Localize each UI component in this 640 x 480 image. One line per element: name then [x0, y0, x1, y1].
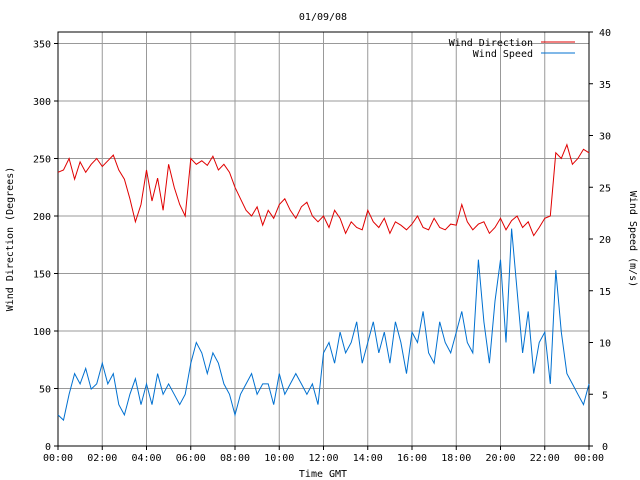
x-axis: 00:00 02:00 04:00 06:00 08:00 10:00 12:00 14:00… — [43, 446, 604, 464]
y-right-tick-label: 10 — [599, 339, 611, 350]
y-left-tick-label: 300 — [33, 97, 51, 108]
y-right-tick-label: 35 — [599, 80, 611, 91]
y-left-tick-label: 350 — [33, 40, 51, 51]
y-right-tick-label: 30 — [599, 132, 611, 143]
legend-label-wind-speed: Wind Speed — [473, 49, 533, 60]
y-axis-left: 0 50 100 150 200 250 300 350 — [33, 40, 58, 453]
x-tick-label: 14:00 — [353, 453, 383, 464]
y-right-tick-label: 0 — [602, 442, 608, 453]
x-tick-label: 10:00 — [264, 453, 294, 464]
y-axis-right-label: Wind Speed (m/s) — [627, 191, 638, 287]
legend-label-wind-direction: Wind Direction — [449, 38, 533, 49]
chart-title: 01/09/08 — [299, 12, 347, 23]
y-left-tick-label: 0 — [45, 442, 51, 453]
x-tick-label: 00:00 — [574, 453, 604, 464]
y-left-tick-label: 250 — [33, 155, 51, 166]
x-tick-label: 00:00 — [43, 453, 73, 464]
y-right-tick-label: 15 — [599, 287, 611, 298]
x-axis-label: Time GMT — [299, 469, 347, 480]
legend: Wind Direction Wind Speed — [449, 38, 575, 60]
x-tick-label: 04:00 — [131, 453, 161, 464]
x-tick-label: 08:00 — [220, 453, 250, 464]
series-group — [57, 143, 590, 422]
y-left-tick-label: 150 — [33, 270, 51, 281]
grid-lines — [58, 32, 589, 446]
x-tick-label: 16:00 — [397, 453, 427, 464]
x-tick-label: 18:00 — [441, 453, 471, 464]
x-tick-label: 12:00 — [308, 453, 338, 464]
y-right-tick-label: 20 — [599, 235, 611, 246]
y-axis-right: 0 5 10 15 20 25 30 35 40 — [589, 28, 611, 453]
y-left-tick-label: 100 — [33, 327, 51, 338]
series-line-wind-direction — [57, 143, 590, 237]
y-right-tick-label: 25 — [599, 183, 611, 194]
x-tick-label: 06:00 — [176, 453, 206, 464]
y-right-tick-label: 40 — [599, 28, 611, 39]
y-axis-left-label: Wind Direction (Degrees) — [5, 167, 16, 312]
series-line-wind-speed — [57, 228, 590, 422]
y-left-tick-label: 50 — [39, 385, 51, 396]
x-tick-label: 02:00 — [87, 453, 117, 464]
x-tick-label: 22:00 — [530, 453, 560, 464]
x-tick-label: 20:00 — [485, 453, 515, 464]
y-left-tick-label: 200 — [33, 212, 51, 223]
y-right-tick-label: 5 — [602, 390, 608, 401]
